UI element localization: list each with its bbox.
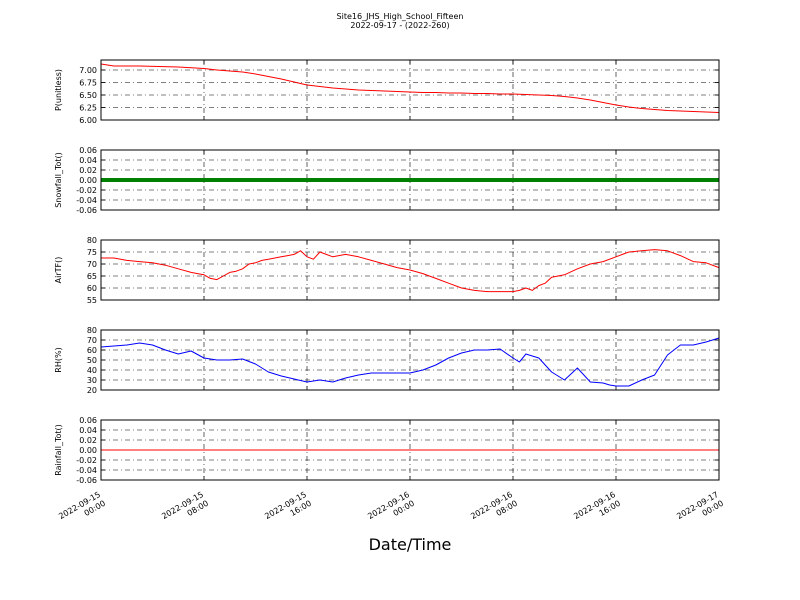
panel-2: 55 60 65 70 75 80 AirTF() [54,236,720,305]
series-line [100,337,720,387]
y-tick-label: 75 [87,248,97,257]
y-tick-label: 0.06 [79,146,97,155]
chart-title: Site16_JHS_High_School_Fifteen [337,12,464,21]
y-axis-label: Snowfall_Tot() [54,152,63,208]
y-tick-label: 20 [87,386,97,395]
y-tick-label: 6.00 [79,116,97,125]
y-tick-label: 70 [87,336,97,345]
panels: 6.006.256.506.757.00P(unitless)-0.06-0.0… [54,59,720,485]
y-tick-label: 7.00 [79,66,97,75]
y-tick-label: 0.00 [79,446,97,455]
panel-0: 6.00 6.25 6.50 6.75 7.00 P(unitless) [54,59,720,125]
axes-frame [100,329,720,391]
y-axis-label: Rainfall_Tot() [54,424,63,476]
axes-frame [100,419,720,481]
panel-1: -0.06-0.04-0.020.000.020.040.06 Snowfall_… [54,146,720,215]
x-axis-label: Date/Time [369,535,452,554]
y-tick-label: 0.02 [79,436,97,445]
y-tick-label: 0.00 [79,176,97,185]
y-tick-label: 80 [87,326,97,335]
y-tick-label: 55 [87,296,97,305]
panel-4: -0.06-0.04-0.020.000.020.040.06 Rainfall_… [54,416,720,485]
y-tick-label: 0.04 [79,426,97,435]
y-tick-label: -0.06 [76,206,97,215]
y-axis-label: AirTF() [54,257,63,284]
axes-frame [100,149,720,211]
y-tick-label: 6.50 [79,91,97,100]
series-line [100,63,720,113]
chart-subtitle: 2022-09-17 - (2022-260) [350,21,449,30]
y-tick-label: -0.04 [76,466,97,475]
y-tick-label: 70 [87,260,97,269]
y-tick-label: 0.06 [79,416,97,425]
y-axis-label: P(unitless) [54,69,63,111]
axes-frame [100,59,720,121]
y-tick-label: 30 [87,376,97,385]
y-axis-label: RH(%) [54,347,63,372]
y-tick-label: 60 [87,284,97,293]
y-tick-label: -0.02 [76,456,97,465]
y-tick-label: 0.04 [79,156,97,165]
y-tick-label: 6.75 [79,79,97,88]
y-tick-label: -0.06 [76,476,97,485]
y-tick-label: 80 [87,236,97,245]
y-tick-label: 60 [87,346,97,355]
y-tick-label: 65 [87,272,97,281]
axes-frame [100,239,720,301]
y-tick-label: -0.04 [76,196,97,205]
y-tick-label: 0.02 [79,166,97,175]
y-tick-label: 6.25 [79,104,97,113]
y-tick-label: -0.02 [76,186,97,195]
y-tick-label: 50 [87,356,97,365]
series-line [101,249,720,293]
y-tick-label: 40 [87,366,97,375]
